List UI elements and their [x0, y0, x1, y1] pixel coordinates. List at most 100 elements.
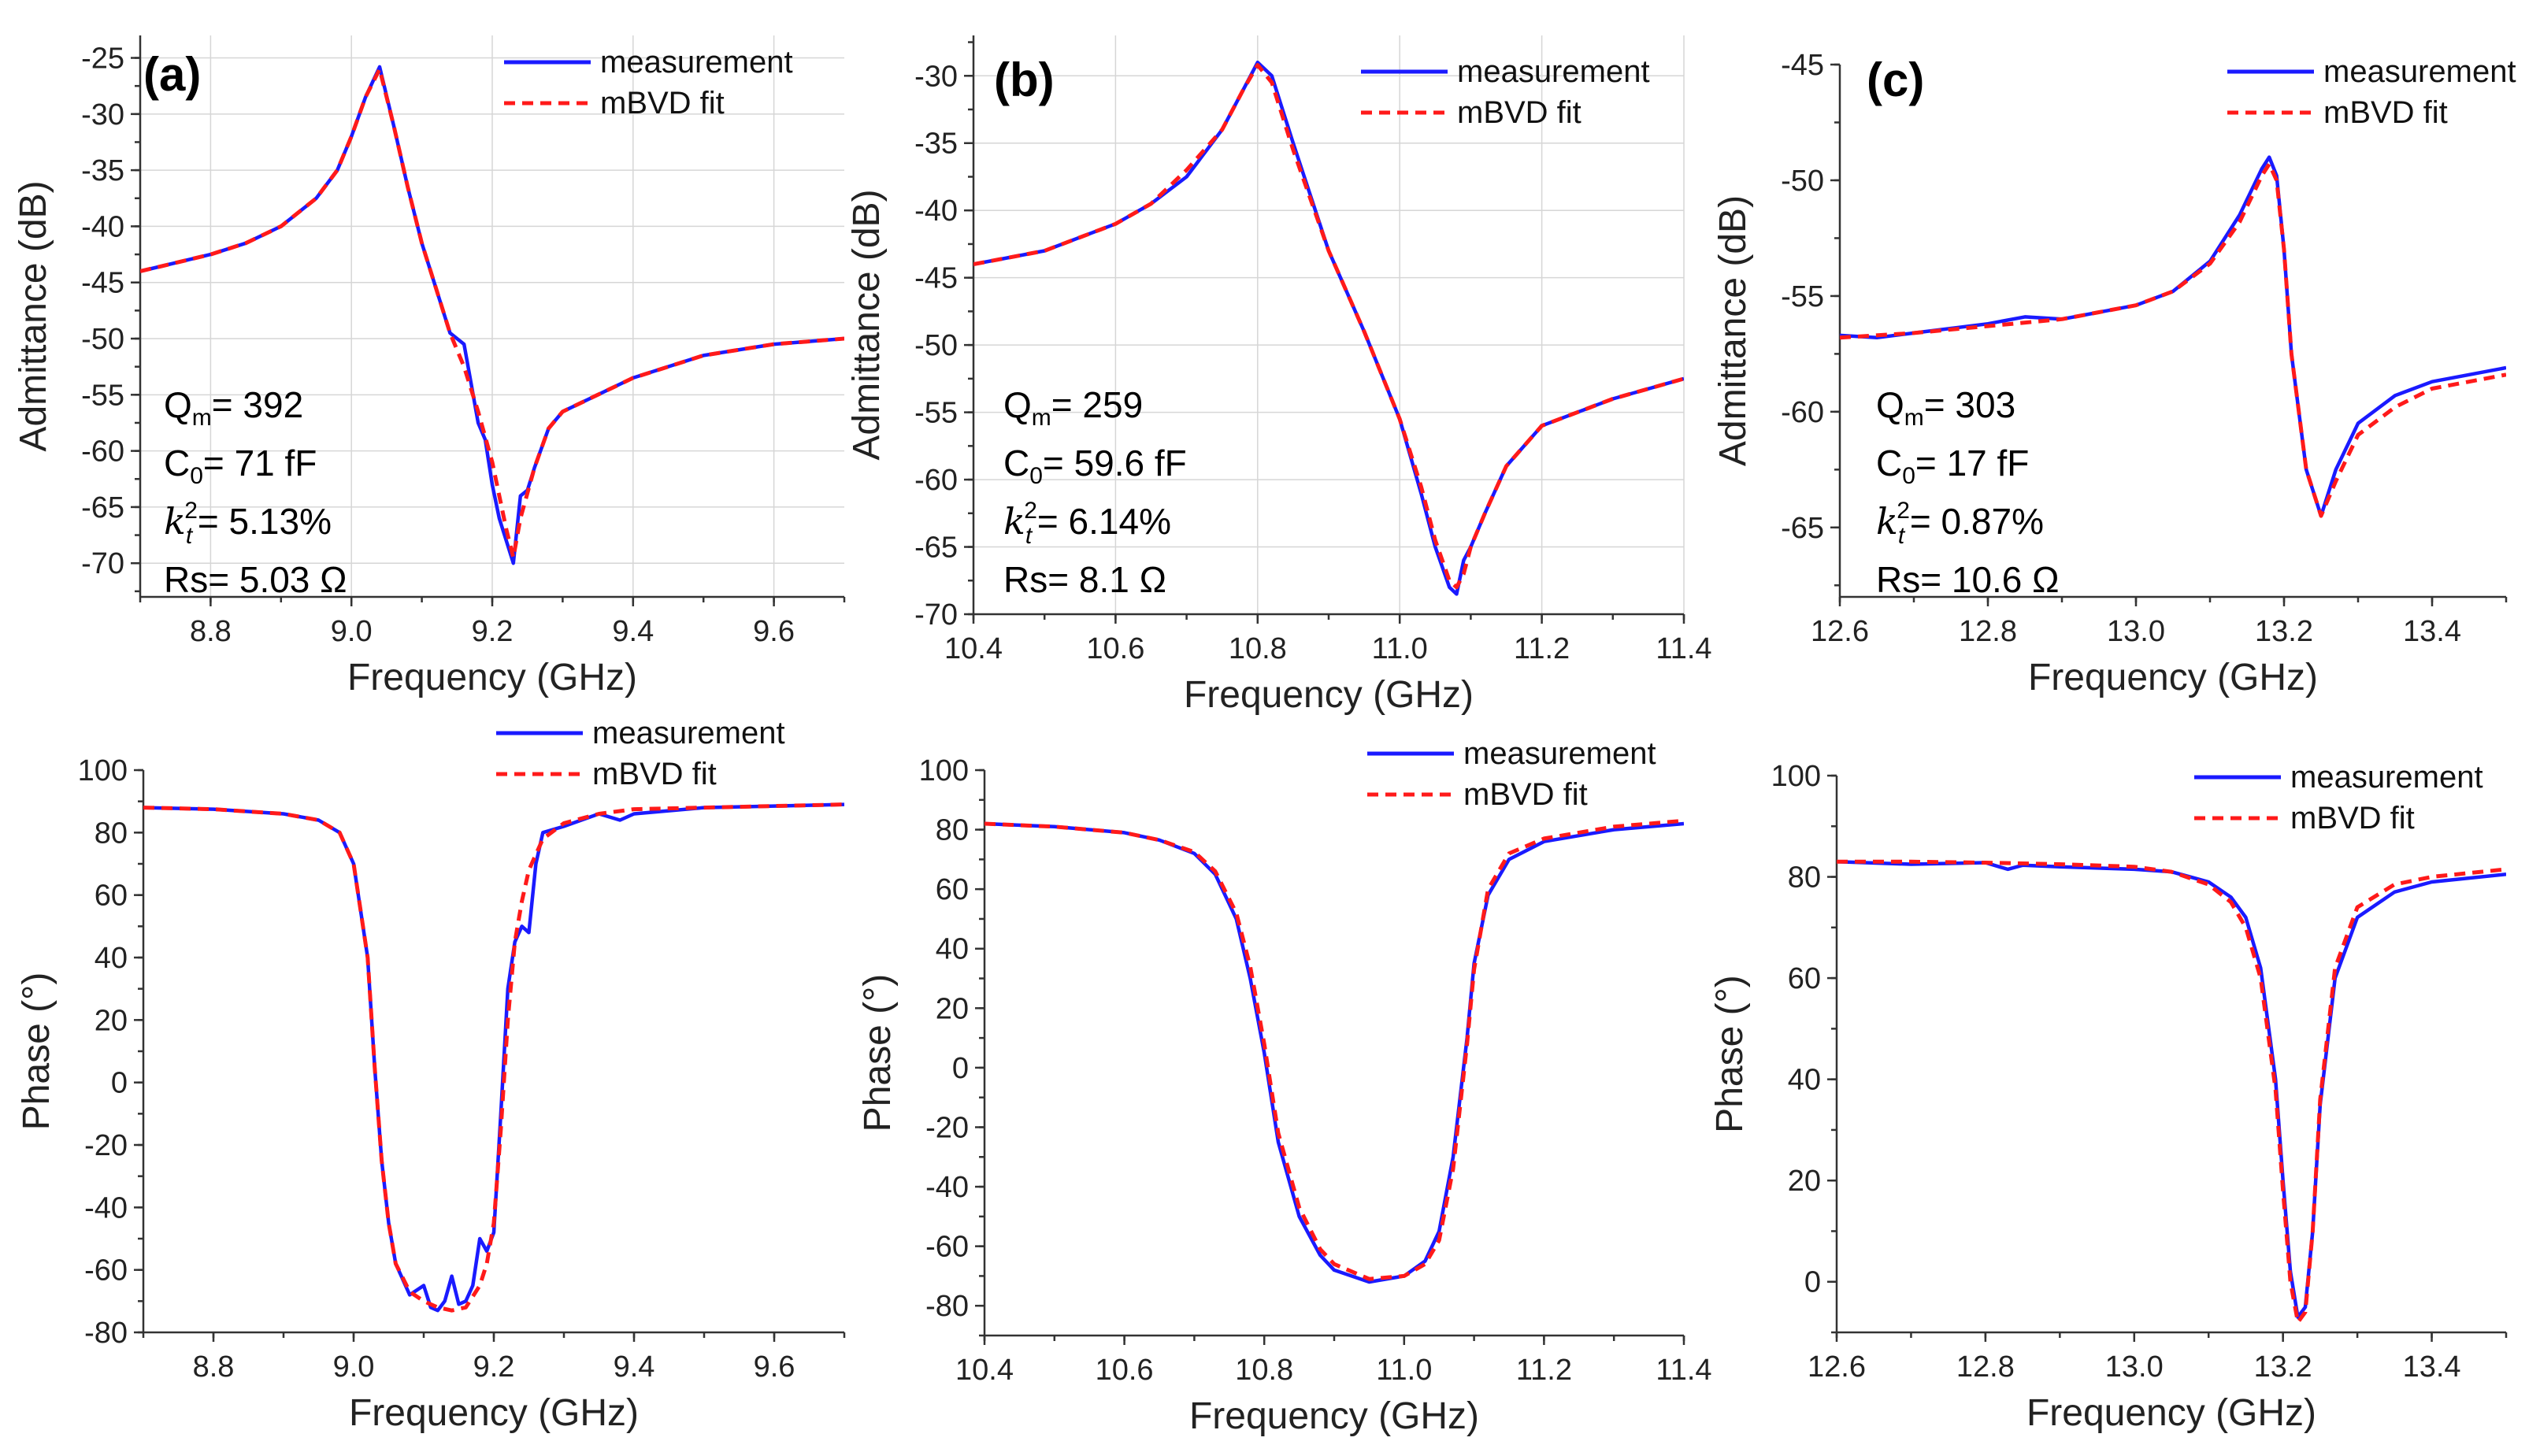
- x-tick-label: 12.6: [1808, 1350, 1866, 1384]
- panel-label: (a): [143, 48, 201, 101]
- y-tick-label: -60: [84, 1254, 128, 1287]
- legend: measurement mBVD fit: [504, 45, 793, 120]
- y-tick-label: -45: [81, 267, 124, 300]
- y-tick-label: 0: [111, 1067, 128, 1100]
- series-line-mbvd-fit: [973, 63, 1684, 590]
- chart-panel-c-bottom: 12.6 12.8 13.0 13.2 13.4 0 20 40 60 80 100 Frequenc…: [1709, 760, 2508, 1434]
- legend-label: measurement: [2323, 54, 2516, 89]
- y-axis-title: Admittance (dB): [13, 180, 54, 451]
- x-tick-label: 13.0: [2107, 615, 2165, 648]
- y-axis-title: Phase (°): [857, 974, 899, 1132]
- y-tick-label: 60: [1788, 962, 1821, 995]
- parameter-annotation: Qm= 303 C0= 17 fF kt2= 0.87% Rs= 10.6 Ω: [1876, 384, 2060, 600]
- anno-kt2: kt2= 5.13%: [164, 498, 332, 549]
- x-axis-title: Frequency (GHz): [2026, 1392, 2316, 1434]
- x-tick-label: 9.0: [333, 1350, 375, 1384]
- y-tick-label: -60: [925, 1231, 969, 1264]
- legend-label: mBVD fit: [1463, 777, 1588, 812]
- chart-panel-b-top: 10.4 10.6 10.8 11.0 11.2 11.4 -70 -65 -60 -55 -50 -…: [846, 35, 1712, 716]
- y-tick-label: -25: [81, 43, 124, 76]
- legend-label: measurement: [1457, 54, 1650, 89]
- x-tick-label: 8.8: [190, 615, 232, 648]
- y-tick-label: -70: [914, 598, 958, 632]
- x-tick-label: 9.0: [331, 615, 373, 648]
- legend-label: measurement: [1463, 736, 1656, 771]
- chart-panel-a-top: 8.8 9.0 9.2 9.4 9.6 -70 -65 -60 -55 -50 -45 -40 -35 -…: [13, 35, 846, 698]
- panel-label: (b): [994, 54, 1055, 106]
- chart-panel-a-bottom: 8.8 9.0 9.2 9.4 9.6 -80 -60 -40 -20 0 20 40 60 80 100 F…: [16, 716, 846, 1434]
- y-axis-title: Phase (°): [1709, 975, 1751, 1133]
- anno-c0: C0= 59.6 fF: [1003, 443, 1187, 489]
- x-tick-label: 11.2: [1516, 1354, 1572, 1387]
- x-tick-label: 10.6: [1086, 632, 1144, 665]
- legend: measurement mBVD fit: [1367, 736, 1656, 812]
- y-tick-label: -55: [1781, 280, 1824, 313]
- series-line-mbvd-fit: [1840, 161, 2506, 518]
- legend: measurement mBVD fit: [1361, 54, 1650, 130]
- y-tick-label: 40: [936, 933, 969, 966]
- x-axis-title: Frequency (GHz): [2028, 657, 2318, 698]
- y-tick-label: -70: [81, 547, 124, 580]
- y-tick-label: -60: [914, 464, 958, 497]
- series-line-measurement: [984, 821, 1684, 1284]
- panel-label: (c): [1867, 54, 1924, 106]
- y-tick-label: 20: [1788, 1165, 1821, 1198]
- anno-rs: Rs= 5.03 Ω: [164, 559, 347, 600]
- series-line-measurement: [1837, 860, 2506, 1319]
- y-tick-label: -20: [84, 1129, 128, 1162]
- x-tick-label: 10.4: [955, 1354, 1014, 1387]
- parameter-annotation: Qm= 259 C0= 59.6 fF kt2= 6.14% Rs= 8.1 Ω: [1003, 384, 1187, 600]
- y-tick-label: -80: [84, 1317, 128, 1350]
- legend: measurement mBVD fit: [2194, 760, 2483, 835]
- legend-label: measurement: [2290, 760, 2483, 795]
- y-tick-label: -50: [81, 323, 124, 356]
- legend-label: mBVD fit: [1457, 95, 1581, 130]
- x-tick-label: 10.8: [1235, 1354, 1293, 1387]
- x-tick-label: 13.4: [2403, 615, 2461, 648]
- x-tick-label: 10.8: [1229, 632, 1287, 665]
- series-line-mbvd-fit: [143, 802, 844, 1313]
- x-tick-label: 9.2: [472, 615, 514, 648]
- y-tick-label: 40: [95, 942, 128, 975]
- legend: measurement mBVD fit: [2227, 54, 2516, 130]
- y-tick-label: 60: [936, 873, 969, 906]
- y-tick-label: 20: [95, 1004, 128, 1037]
- anno-kt2: kt2= 0.87%: [1876, 498, 2044, 549]
- x-tick-label: 9.6: [753, 615, 795, 648]
- anno-rs: Rs= 10.6 Ω: [1876, 559, 2060, 600]
- y-tick-label: -65: [1781, 512, 1824, 545]
- y-tick-label: -35: [914, 128, 958, 161]
- y-tick-label: -60: [81, 435, 124, 469]
- series-line-measurement: [143, 802, 844, 1313]
- anno-c0: C0= 71 fF: [164, 443, 317, 489]
- x-tick-label: 12.6: [1811, 615, 1869, 648]
- legend-label: measurement: [592, 716, 785, 750]
- y-tick-label: -50: [914, 329, 958, 362]
- y-tick-label: -30: [81, 98, 124, 132]
- y-tick-label: 80: [1788, 861, 1821, 895]
- y-tick-label: -50: [1781, 165, 1824, 198]
- x-tick-label: 12.8: [1956, 1350, 2015, 1384]
- x-tick-label: 12.8: [1959, 615, 2017, 648]
- y-tick-label: -30: [914, 60, 958, 93]
- series-line-mbvd-fit: [984, 818, 1684, 1281]
- x-tick-label: 11.2: [1514, 632, 1570, 665]
- legend-label: mBVD fit: [2323, 95, 2448, 130]
- y-axis-title: Admittance (dB): [1712, 195, 1754, 466]
- x-tick-label: 11.0: [1372, 632, 1428, 665]
- y-tick-label: -80: [925, 1290, 969, 1323]
- y-axis-title: Admittance (dB): [846, 189, 888, 460]
- y-tick-label: -40: [925, 1171, 969, 1204]
- x-tick-label: 13.2: [2254, 1350, 2312, 1384]
- x-tick-label: 8.8: [193, 1350, 235, 1384]
- x-tick-label: 11.0: [1376, 1354, 1432, 1387]
- x-tick-label: 9.6: [754, 1350, 795, 1384]
- y-tick-label: 60: [95, 880, 128, 913]
- x-tick-label: 11.4: [1656, 632, 1711, 665]
- y-tick-label: -55: [81, 379, 124, 412]
- y-tick-label: -65: [81, 491, 124, 524]
- y-tick-label: 80: [95, 817, 128, 850]
- legend-label: mBVD fit: [592, 757, 717, 791]
- y-tick-label: 80: [936, 814, 969, 847]
